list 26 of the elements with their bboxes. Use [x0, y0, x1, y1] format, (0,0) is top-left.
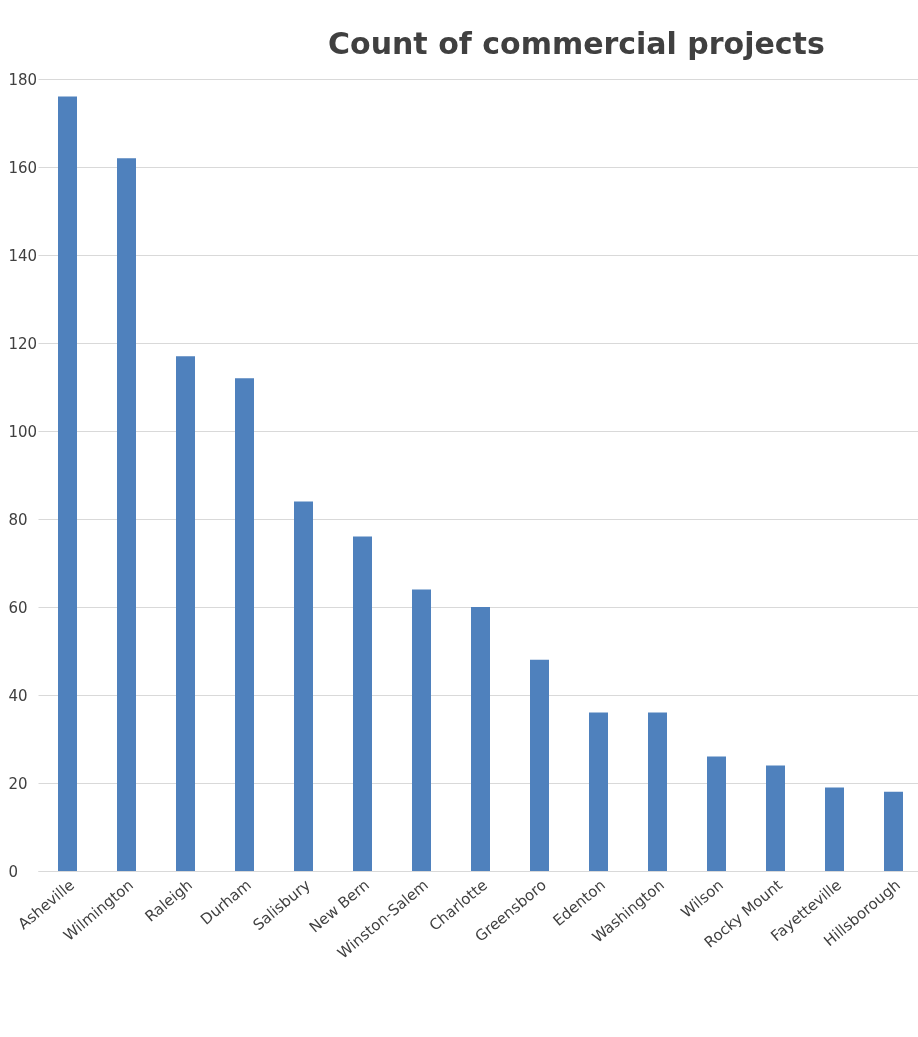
bar: [294, 501, 313, 871]
bar: [412, 589, 431, 871]
bar: [589, 712, 608, 871]
y-tick-label: 140: [8, 246, 38, 265]
bar: [117, 158, 136, 871]
bar: [884, 791, 903, 871]
chart-title: Count of commercial projects: [328, 26, 825, 61]
bar: [58, 96, 77, 871]
bar: [530, 659, 549, 871]
y-tick-label: 0: [8, 862, 19, 881]
y-tick-label: 40: [8, 686, 28, 705]
y-tick-label: 60: [8, 598, 28, 617]
bar: [353, 536, 372, 871]
bar: [235, 378, 254, 871]
y-tick-label: 20: [8, 774, 28, 793]
bar: [648, 712, 667, 871]
y-tick-label: 180: [8, 70, 38, 89]
bar: [825, 787, 844, 871]
y-tick-label: 120: [8, 334, 38, 353]
bar: [471, 607, 490, 871]
bar: [707, 756, 726, 871]
y-tick-label: 80: [8, 510, 28, 529]
bar: [176, 356, 195, 871]
y-tick-label: 160: [8, 158, 38, 177]
y-tick-label: 100: [8, 422, 38, 441]
bar: [766, 765, 785, 871]
